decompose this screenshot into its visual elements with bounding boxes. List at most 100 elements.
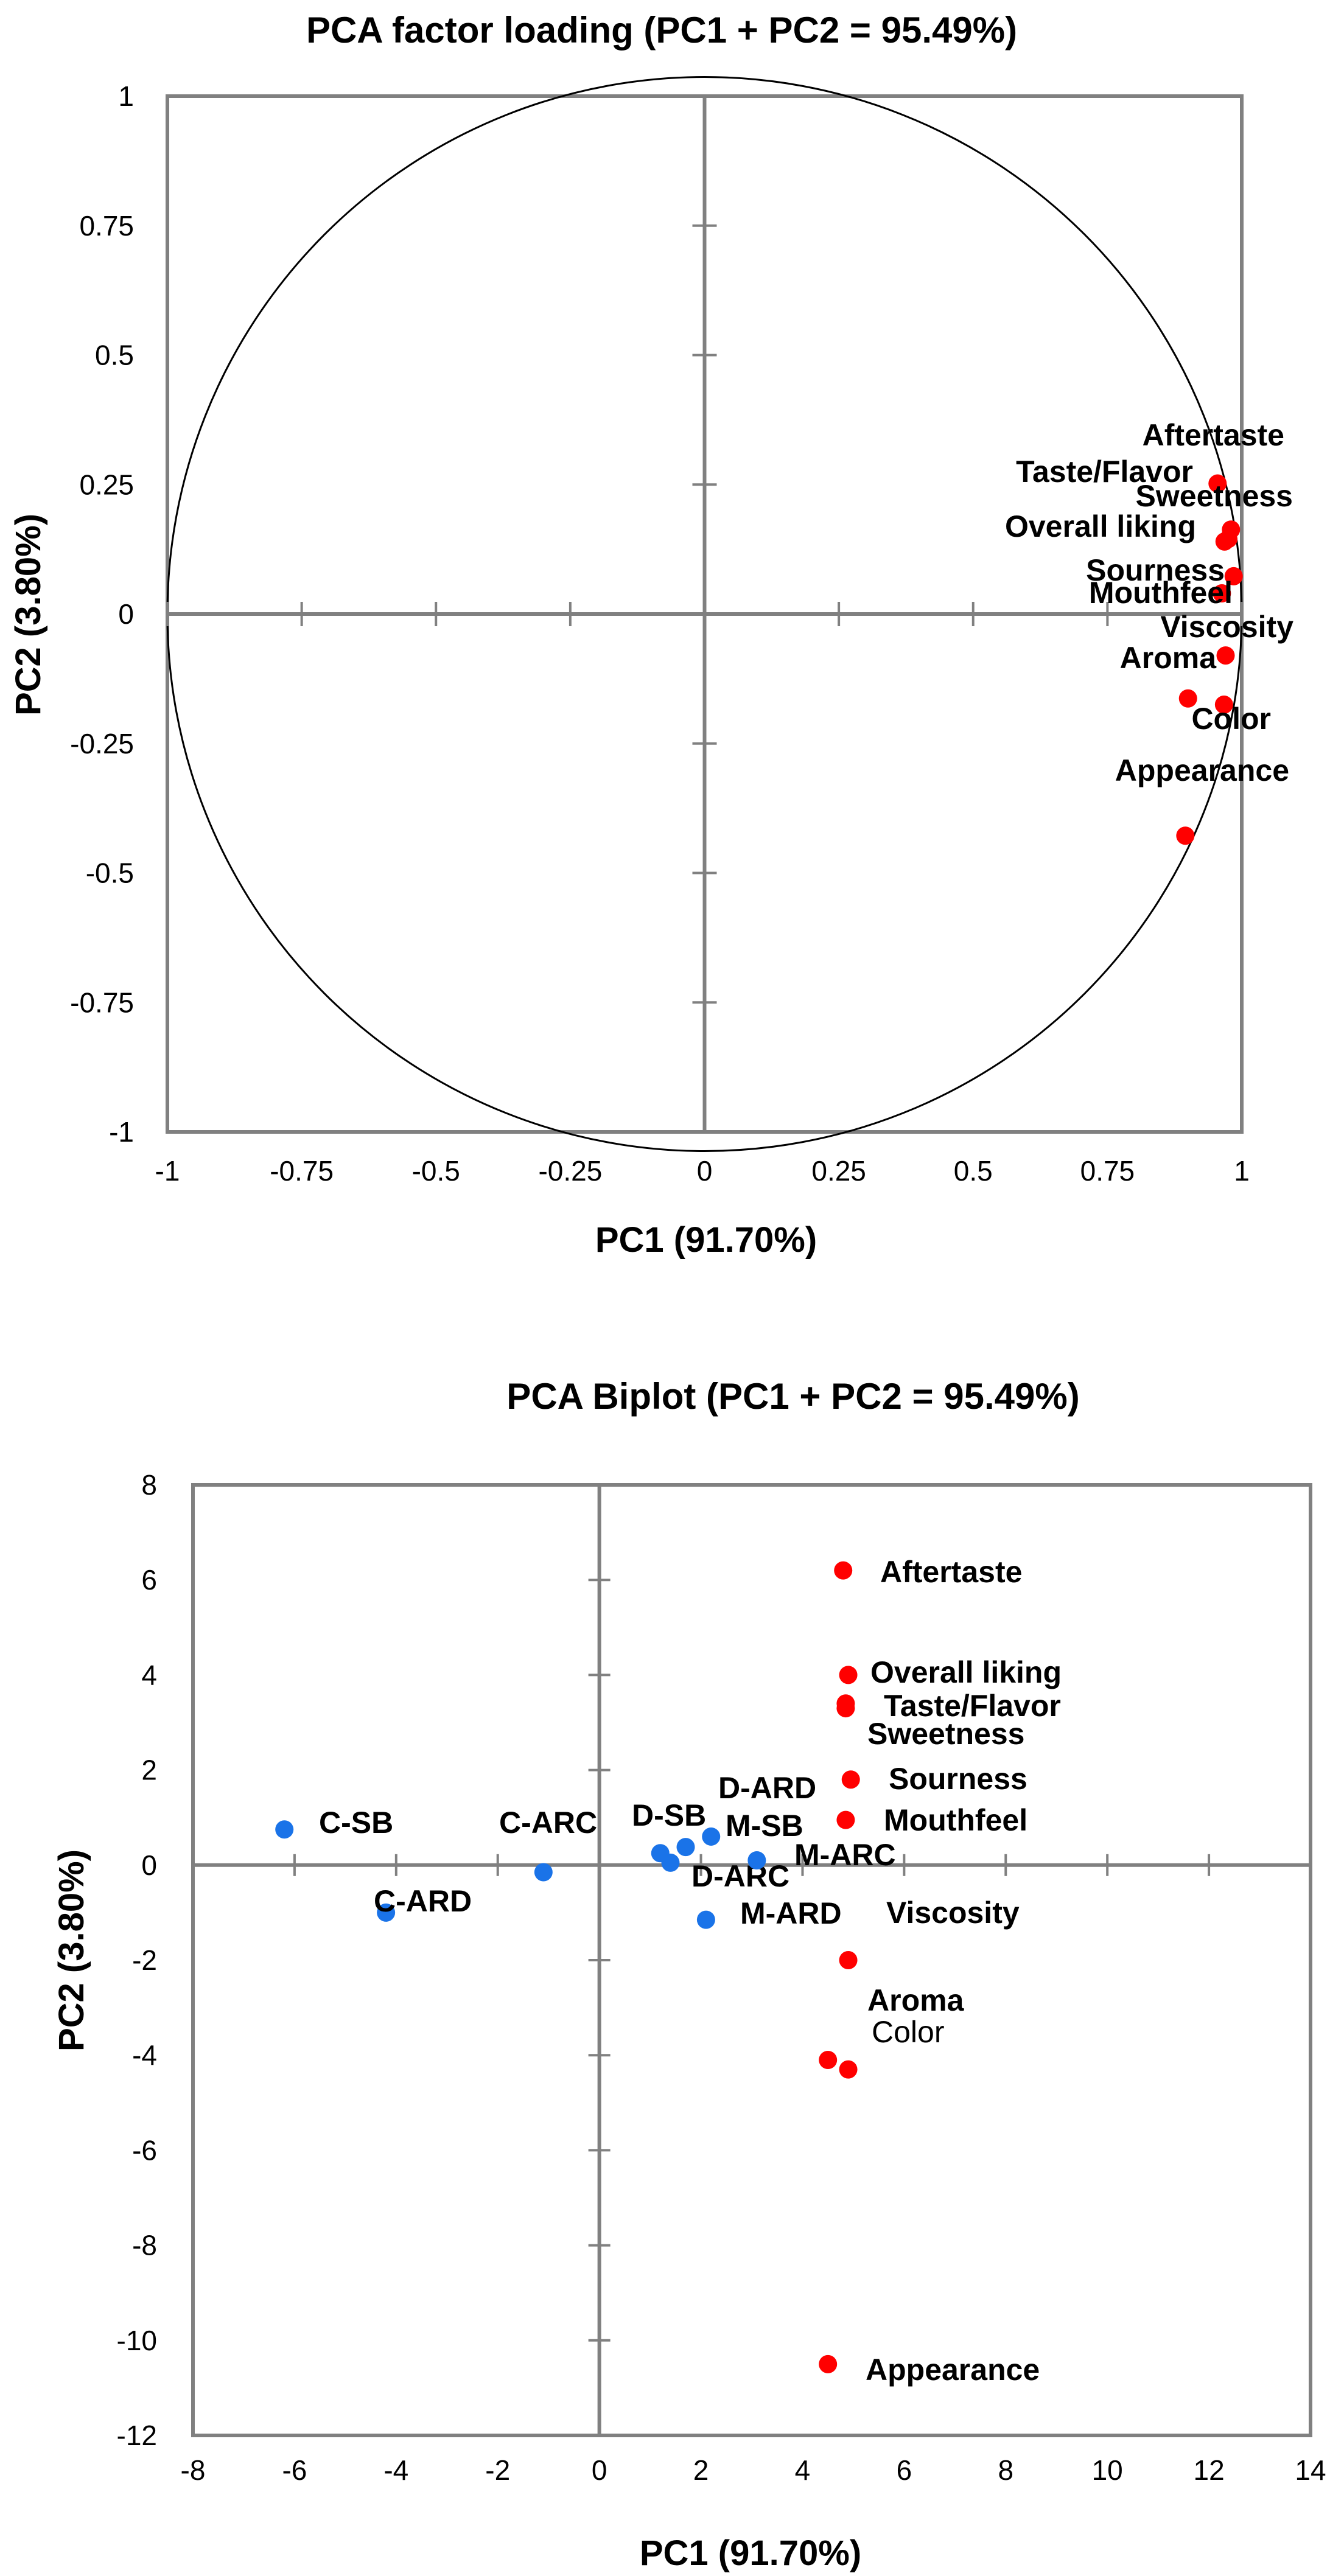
chart1-x-tick-label: -0.75 [270,1155,334,1187]
chart1-point-viscosity [1216,646,1235,665]
chart1-y-tick-label: 1 [118,80,134,112]
chart2-label-aroma: Aroma [867,1983,965,2017]
chart1-y-tick-label: -0.25 [70,728,134,759]
chart2-point-m-ard [696,1910,715,1929]
chart2-x-tick-label: 8 [998,2454,1013,2486]
chart1-y-tick-label: 0.75 [79,210,134,242]
chart2-x-tick-label: 6 [897,2454,912,2486]
chart2-point-color [839,2060,858,2079]
chart1-point-appearance [1176,826,1195,845]
chart2-y-tick-label: 4 [141,1659,157,1691]
chart2-x-tick-label: 0 [592,2454,607,2486]
chart2-label-overall-liking: Overall liking [870,1655,1062,1689]
chart1-label-overall-liking: Overall liking [1005,509,1196,543]
chart1-point-aftertaste [1208,474,1227,493]
chart1-point-color [1214,695,1233,714]
chart1-label-sourness: Sourness [1086,553,1225,587]
chart2-x-tick-label: 14 [1295,2454,1326,2486]
chart2-x-tick-label: 4 [795,2454,811,2486]
chart2-label-c-arc: C-ARC [499,1806,597,1840]
chart2-point-viscosity [839,1951,858,1969]
chart1-x-tick-label: 0.25 [811,1155,866,1187]
chart2-point-c-sb [275,1820,294,1839]
chart2-point-c-arc [534,1863,553,1882]
chart2-point-d-arc [661,1853,680,1872]
chart2-x-tick-label: -6 [282,2454,307,2486]
chart2-y-tick-labels: 8 6 4 2 0 -2 -4 -6 -8 -10 -12 [117,1469,157,2451]
chart2-y-tick-label: 8 [141,1469,157,1501]
chart1-point-aroma [1178,689,1197,708]
chart2-point-aroma [819,2051,838,2070]
chart2-title: PCA Biplot (PC1 + PC2 = 95.49%) [506,1376,1079,1417]
chart1-y-tick-label: -1 [109,1116,134,1148]
chart1-y-axis-label: PC2 (3.80%) [9,514,48,716]
chart2-point-sweetness [836,1699,855,1718]
chart2-x-tick-label: -8 [181,2454,206,2486]
chart2-label-m-ard: M-ARD [740,1896,842,1930]
chart2-tick-marks [192,1484,1312,2437]
chart1-x-tick-label: 0.5 [954,1155,993,1187]
chart1-y-tick-label: 0.25 [79,469,134,500]
factor-loading-chart: PCA factor loading (PC1 + PC2 = 95.49%) … [9,10,1293,1260]
chart1-x-tick-label: -0.5 [412,1155,460,1187]
chart2-point-d-ard [702,1827,721,1846]
chart1-label-aroma: Aroma [1120,641,1217,675]
biplot-chart: PCA Biplot (PC1 + PC2 = 95.49%) -8 -6 -4 -2… [52,1376,1326,2573]
chart1-x-tick-labels: -1 -0.75 -0.5 -0.25 0 0.25 0.5 0.75 1 [155,1155,1250,1187]
chart2-points: C-SB C-ARD C-ARC D-SB D-ARC M-SB D-ARD M-ARC M-A… [275,1555,1062,2387]
chart2-label-viscosity: Viscosity [886,1896,1020,1930]
chart2-y-tick-label: -12 [117,2420,157,2451]
chart1-point-sourness [1224,567,1243,585]
chart1-point-overall-liking [1219,529,1237,548]
chart2-label-color: Color [872,2015,944,2049]
chart1-label-sweetness: Sweetness [1136,479,1293,513]
chart2-label-appearance: Appearance [866,2353,1040,2387]
chart1-y-tick-label: -0.5 [86,857,134,889]
chart2-point-mouthfeel [836,1810,855,1829]
chart2-label-d-arc: D-ARC [691,1859,789,1893]
chart2-label-c-sb: C-SB [319,1806,393,1840]
chart2-x-tick-label: -4 [383,2454,408,2486]
chart1-x-tick-label: 0 [697,1155,713,1187]
chart1-label-appearance: Appearance [1115,753,1289,787]
chart2-label-mouthfeel: Mouthfeel [884,1803,1027,1837]
chart2-point-m-sb [676,1838,695,1857]
chart2-y-tick-label: -10 [117,2325,157,2356]
chart1-tick-marks [166,95,1243,1133]
chart2-point-c-ard [377,1903,396,1922]
chart2-x-tick-labels: -8 -6 -4 -2 0 2 4 6 8 10 12 14 [181,2454,1326,2486]
chart1-x-tick-label: 0.75 [1080,1155,1135,1187]
chart1-x-axis-label: PC1 (91.70%) [595,1220,817,1260]
chart1-title: PCA factor loading (PC1 + PC2 = 95.49%) [306,10,1017,51]
chart1-x-tick-label: -0.25 [538,1155,602,1187]
chart2-label-d-ard: D-ARD [718,1771,816,1805]
chart2-label-m-arc: M-ARC [794,1838,896,1872]
chart2-label-taste-flavor: Taste/Flavor [884,1689,1061,1723]
chart1-label-taste-flavor: Taste/Flavor [1016,455,1193,489]
chart2-label-c-ard: C-ARD [374,1884,472,1918]
chart2-point-aftertaste [834,1561,853,1580]
chart2-x-tick-label: 12 [1194,2454,1225,2486]
chart1-label-color: Color [1191,702,1271,736]
chart2-y-tick-label: -2 [132,1944,157,1976]
chart1-y-tick-label: -0.75 [70,986,134,1018]
chart2-x-tick-label: 10 [1092,2454,1123,2486]
chart2-y-tick-label: 6 [141,1564,157,1596]
chart2-label-m-sb: M-SB [726,1809,803,1843]
chart1-x-tick-label: -1 [155,1155,180,1187]
chart2-point-sourness [841,1770,860,1789]
chart1-x-tick-label: 1 [1234,1155,1250,1187]
chart2-x-tick-label: 2 [693,2454,709,2486]
chart2-y-tick-label: -6 [132,2134,157,2166]
chart1-point-mouthfeel [1213,584,1231,602]
chart1-y-tick-label: 0.5 [95,340,134,371]
chart1-y-tick-label: 0 [118,598,134,630]
chart2-x-axis-label: PC1 (91.70%) [640,2533,861,2573]
chart2-plot-frame [191,1483,1312,2437]
chart1-label-viscosity: Viscosity [1160,610,1293,644]
chart2-point-m-arc [747,1851,766,1869]
chart2-y-tick-label: -4 [132,2039,157,2071]
chart1-label-mouthfeel: Mouthfeel [1089,576,1233,610]
chart2-label-sweetness: Sweetness [867,1717,1024,1751]
